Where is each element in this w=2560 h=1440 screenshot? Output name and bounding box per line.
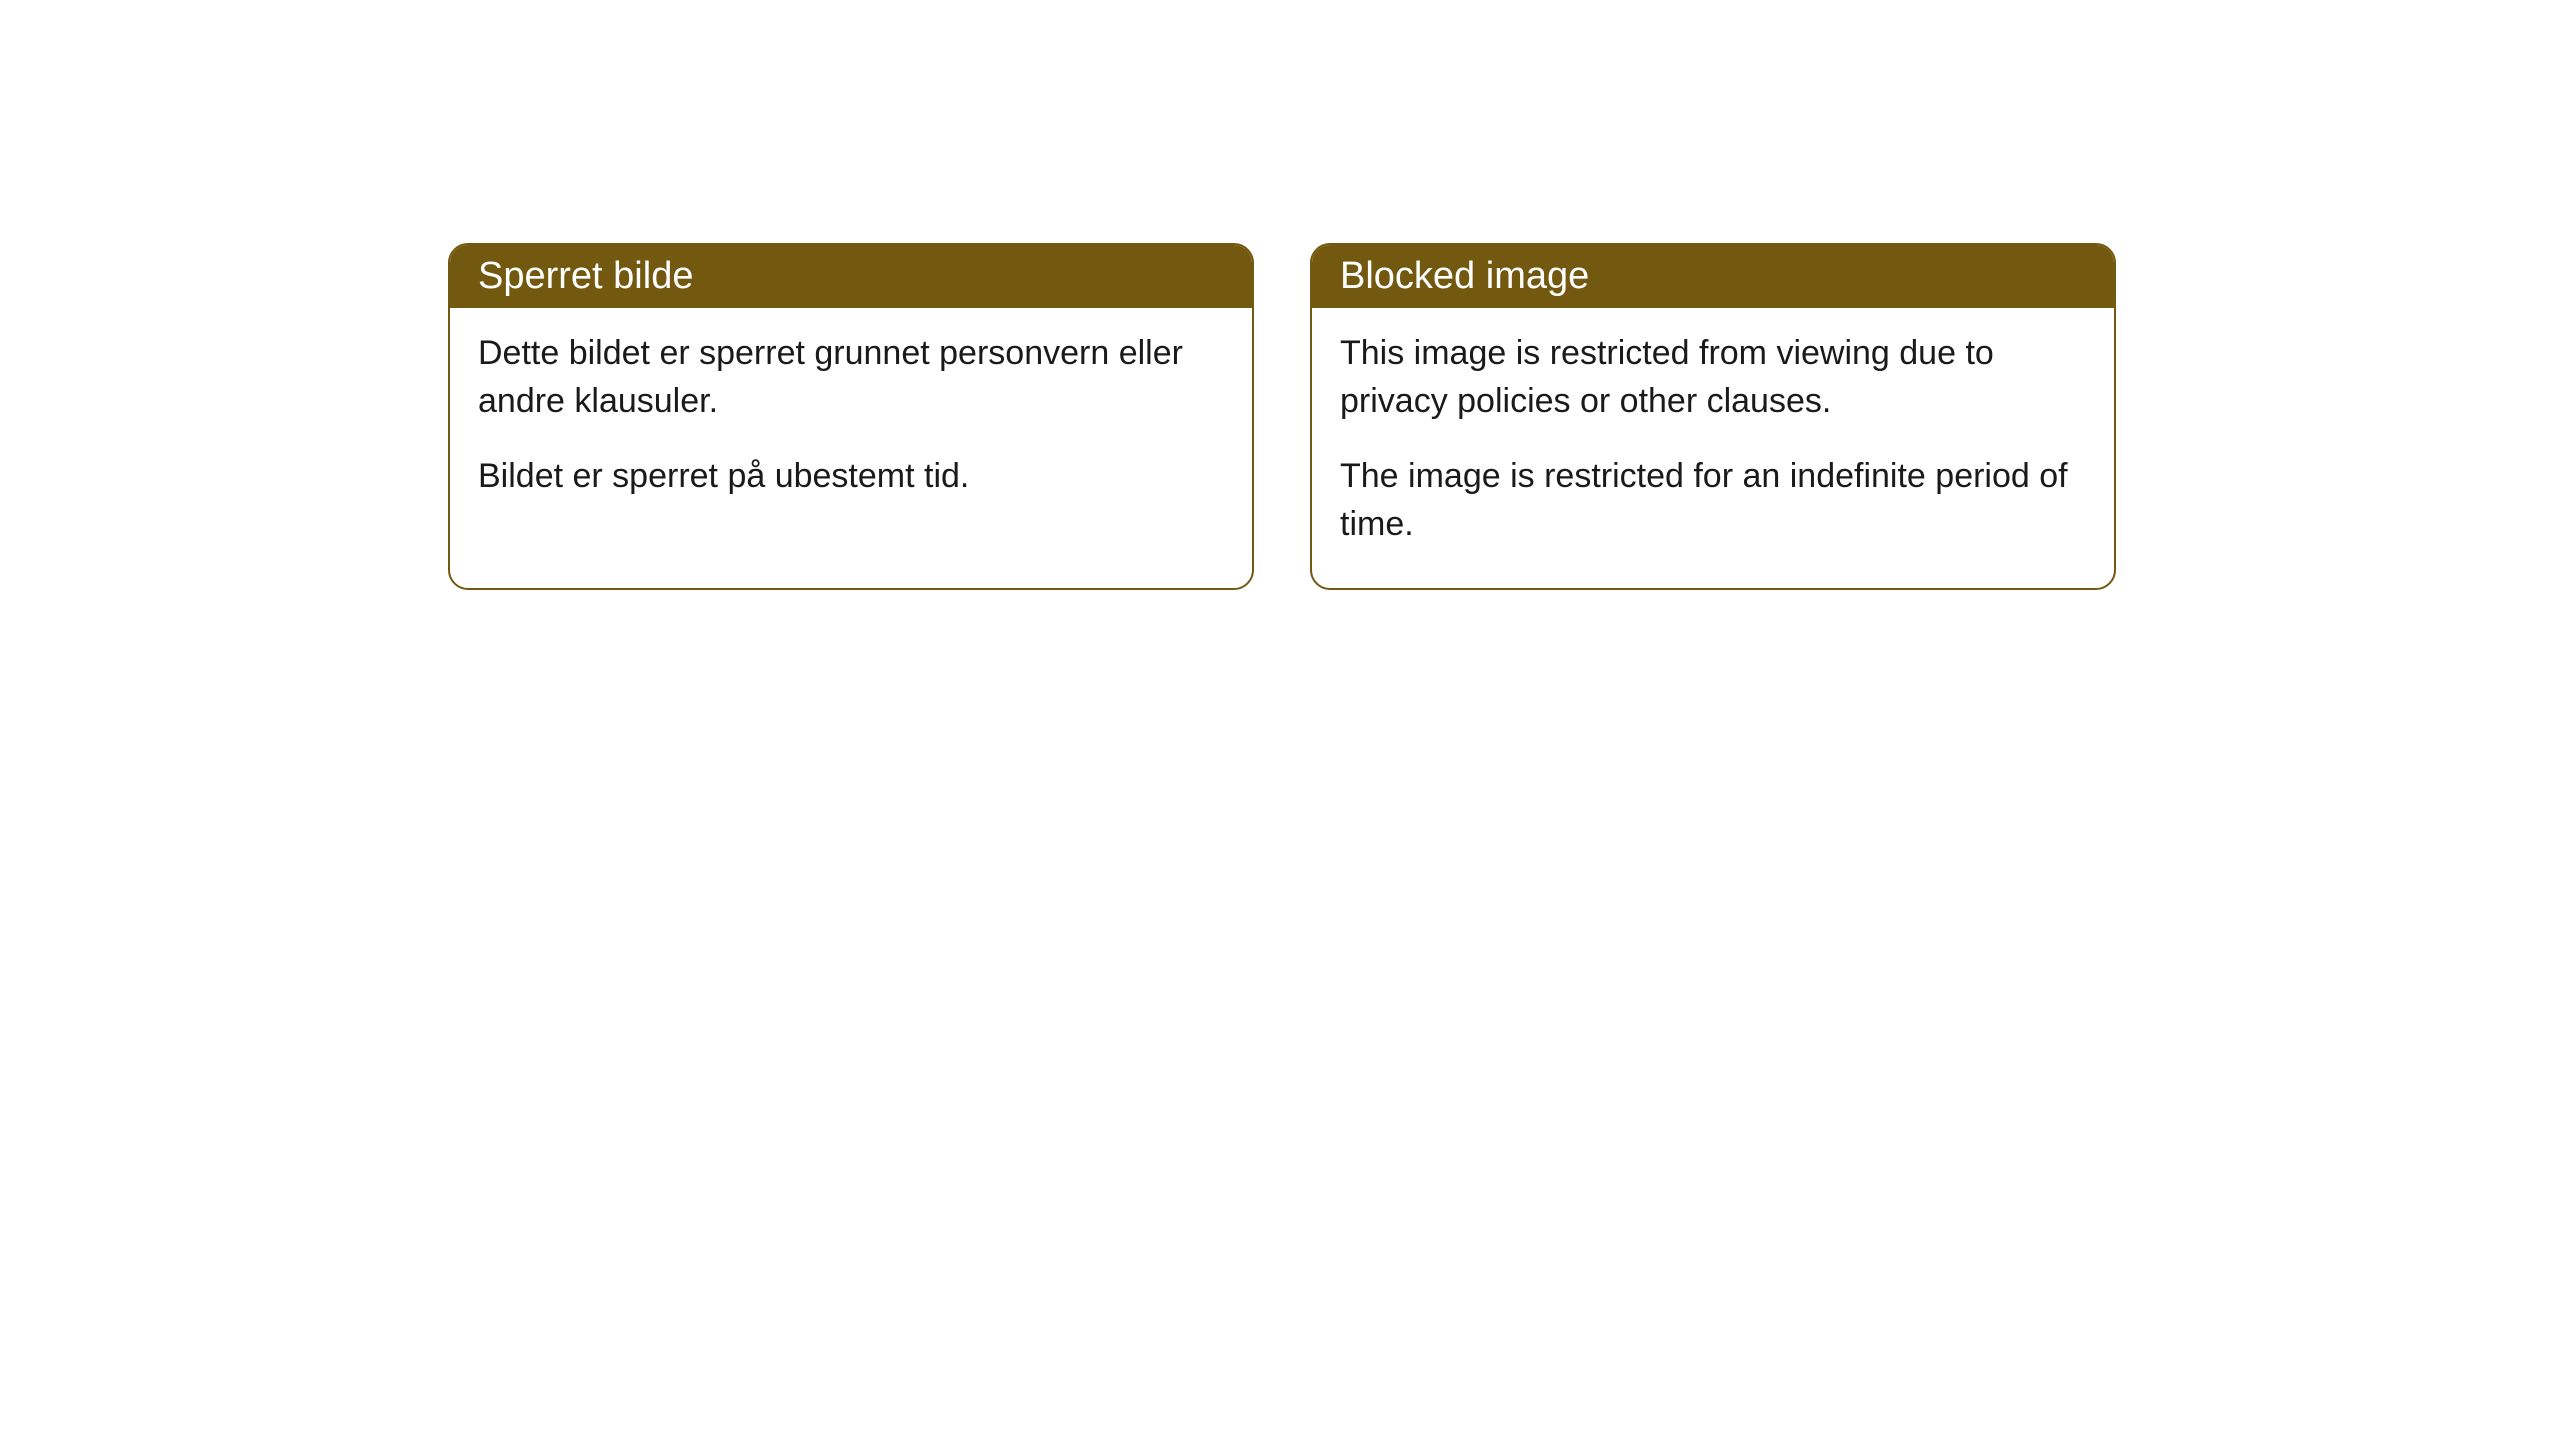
card-paragraph-1-en: This image is restricted from viewing du… xyxy=(1340,330,2086,425)
card-title-en: Blocked image xyxy=(1340,255,1589,297)
card-paragraph-2-en: The image is restricted for an indefinit… xyxy=(1340,453,2086,548)
card-body-no: Dette bildet er sperret grunnet personve… xyxy=(450,308,1252,541)
card-title-no: Sperret bilde xyxy=(478,255,693,297)
card-header-en: Blocked image xyxy=(1312,245,2114,308)
card-container: Sperret bilde Dette bildet er sperret gr… xyxy=(448,243,2116,590)
blocked-image-card-en: Blocked image This image is restricted f… xyxy=(1310,243,2116,590)
card-body-en: This image is restricted from viewing du… xyxy=(1312,308,2114,588)
card-paragraph-1-no: Dette bildet er sperret grunnet personve… xyxy=(478,330,1224,425)
blocked-image-card-no: Sperret bilde Dette bildet er sperret gr… xyxy=(448,243,1254,590)
card-header-no: Sperret bilde xyxy=(450,245,1252,308)
card-paragraph-2-no: Bildet er sperret på ubestemt tid. xyxy=(478,453,1224,501)
